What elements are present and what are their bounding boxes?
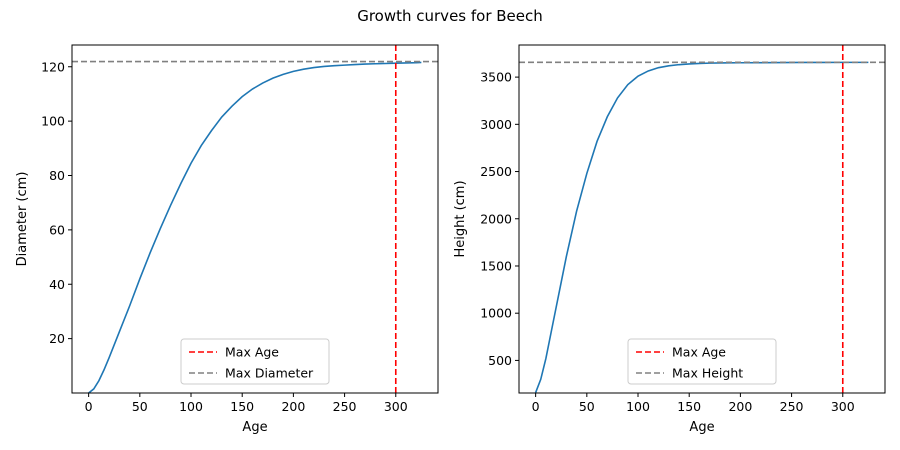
y-tick-label: 500	[488, 353, 512, 368]
diameter-chart: 0 50 100 150 200 250 300 20 40 60 80 100 120 Age Diame…	[15, 44, 439, 435]
legend-label-max-diameter: Max Diameter	[225, 366, 314, 381]
y-tick-label: 80	[49, 168, 65, 183]
x-tick-label: 200	[728, 399, 752, 414]
y-axis-label: Diameter (cm)	[15, 172, 30, 267]
figure-title: Growth curves for Beech	[357, 7, 543, 25]
x-tick-label: 150	[677, 399, 701, 414]
legend-label-max-age: Max Age	[225, 345, 279, 360]
legend: Max Age Max Height	[627, 338, 777, 385]
x-tick-label: 100	[626, 399, 650, 414]
x-tick-label: 150	[230, 399, 254, 414]
x-axis-label: Age	[242, 420, 267, 435]
y-tick-label: 60	[49, 222, 65, 237]
y-tick-label: 1000	[480, 306, 512, 321]
x-tick-label: 250	[780, 399, 804, 414]
y-tick-label: 100	[41, 114, 65, 129]
x-tick-label: 0	[85, 399, 93, 414]
legend-label-max-age: Max Age	[672, 345, 726, 360]
legend: Max Age Max Diameter	[180, 338, 330, 385]
x-tick-label: 50	[579, 399, 595, 414]
y-tick-label: 120	[41, 59, 65, 74]
x-tick-label: 0	[532, 399, 540, 414]
y-tick-label: 40	[49, 277, 65, 292]
y-tick-label: 3500	[480, 70, 512, 85]
x-tick-label: 200	[281, 399, 305, 414]
y-tick-label: 1500	[480, 258, 512, 273]
y-tick-label: 20	[49, 331, 65, 346]
x-tick-label: 100	[179, 399, 203, 414]
legend-box	[180, 338, 330, 385]
diameter-growth-curve	[88, 61, 422, 393]
legend-label-max-height: Max Height	[672, 366, 743, 381]
y-tick-label: 2000	[480, 211, 512, 226]
axes-frame	[71, 44, 439, 394]
y-tick-label: 3000	[480, 117, 512, 132]
x-tick-label: 300	[384, 399, 408, 414]
y-tick-label: 2500	[480, 164, 512, 179]
x-tick-label: 250	[333, 399, 357, 414]
x-tick-label: 50	[132, 399, 148, 414]
x-axis-label: Age	[689, 420, 714, 435]
height-chart: 0 50 100 150 200 250 300 500 1000 1500 2000 2500 300…	[453, 44, 886, 435]
legend-box	[627, 338, 777, 385]
x-tick-label: 300	[831, 399, 855, 414]
y-axis-label: Height (cm)	[453, 180, 468, 257]
